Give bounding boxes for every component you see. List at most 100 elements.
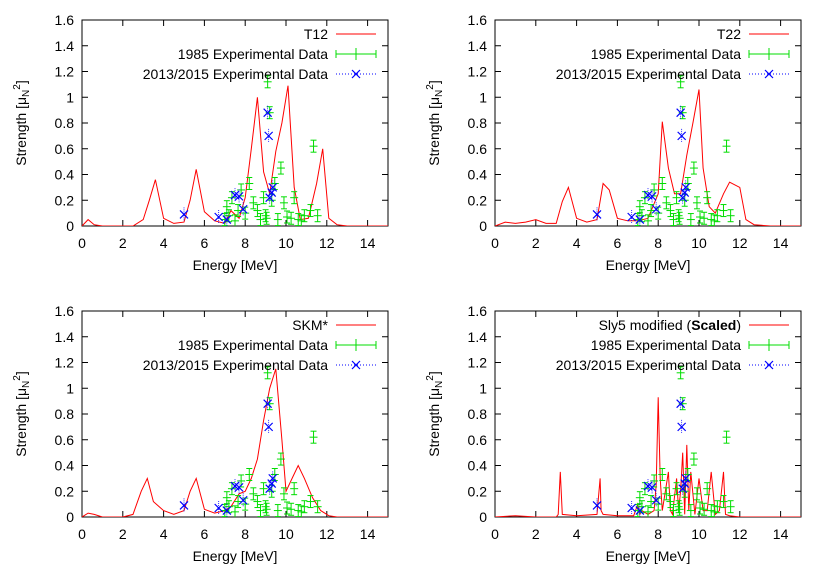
exp2013-point <box>263 396 273 411</box>
legend-label-text: 1985 Experimental Data <box>178 46 328 62</box>
y-tick-label: 0.4 <box>468 167 488 183</box>
exp2013-point <box>676 396 686 411</box>
exp1985-point <box>287 502 296 516</box>
x-tick-label: 0 <box>78 235 86 251</box>
x-tick-label: 14 <box>360 235 376 251</box>
exp1985-point <box>658 177 667 191</box>
legend-label: T12 <box>304 26 328 42</box>
legend-label-text: 1985 Experimental Data <box>591 337 741 353</box>
exp1985-point <box>313 209 322 223</box>
x-tick-label: 0 <box>491 526 499 542</box>
exp1985-point <box>262 211 271 225</box>
exp2013-point <box>627 500 637 515</box>
exp2013-point <box>234 480 244 495</box>
exp2013-point <box>647 189 657 204</box>
exp1985-point <box>300 500 309 514</box>
y-axis-label-sub: N <box>434 90 445 97</box>
exp1985-point <box>669 504 678 517</box>
y-tick-label: 1.2 <box>55 64 75 80</box>
exp1985-point <box>674 209 683 223</box>
x-axis-label: Energy [MeV] <box>193 257 278 273</box>
legend-label: SKM* <box>292 317 328 333</box>
y-axis-label-main: Strength [μ <box>426 97 442 166</box>
y-axis-label-sub: N <box>21 381 32 388</box>
exp1985-point <box>686 213 695 226</box>
legend-label: 2013/2015 Experimental Data <box>143 66 328 82</box>
exp1985-point <box>675 211 684 225</box>
y-tick-label: 1.2 <box>468 355 488 371</box>
exp1985-point <box>290 482 299 496</box>
legend-label-text: 1985 Experimental Data <box>591 46 741 62</box>
y-axis-label-sub: N <box>434 381 445 388</box>
x-axis-label: Energy [MeV] <box>193 548 278 564</box>
exp2013-point <box>635 212 645 226</box>
legend-label-text: Sly5 modified ( <box>599 317 692 333</box>
x-tick-label: 4 <box>160 235 168 251</box>
exp2013-point <box>179 498 189 513</box>
y-tick-label: 0.8 <box>468 115 488 131</box>
exp1985-point <box>666 204 675 218</box>
exp2013-point <box>263 105 273 120</box>
y-tick-label: 1 <box>479 89 487 105</box>
y-tick-label: 1 <box>479 380 487 396</box>
x-tick-label: 10 <box>278 235 294 251</box>
x-tick-label: 6 <box>201 235 209 251</box>
exp1985-point <box>234 495 243 509</box>
plot-data <box>495 366 801 517</box>
exp1985-point <box>253 204 262 218</box>
exp1985-point <box>290 191 299 205</box>
exp1985-point <box>689 161 698 175</box>
exp2013-point <box>592 498 602 513</box>
y-tick-label: 1 <box>66 380 74 396</box>
exp1985-point <box>672 482 681 496</box>
exp1985-point <box>647 204 656 218</box>
y-tick-label: 0 <box>66 218 74 234</box>
exp2013-point <box>681 180 691 195</box>
x-tick-label: 4 <box>573 526 581 542</box>
x-tick-label: 12 <box>319 526 335 542</box>
exp2013-point <box>268 180 278 195</box>
exp2013-point <box>677 128 687 143</box>
legend-label: 2013/2015 Experimental Data <box>143 357 328 373</box>
y-axis-label: Strength [μN2] <box>12 371 32 456</box>
exp1985-point <box>262 502 271 516</box>
chart-panel-3: 0 0.2 0.4 0.6 0.8 1 1.2 1.4 1.6 0 2 4 6 8 10 12 14 Energy… <box>12 303 389 564</box>
legend-label-text: 2013/2015 Experimental Data <box>143 66 328 82</box>
exp2013-point <box>676 105 686 120</box>
legend-label: T22 <box>717 26 741 42</box>
y-tick-label: 0.8 <box>468 406 488 422</box>
exp1985-point <box>700 502 709 516</box>
x-tick-label: 14 <box>773 526 789 542</box>
y-tick-label: 1.4 <box>468 329 488 345</box>
exp2013-point <box>238 493 248 508</box>
exp1985-point <box>644 505 652 517</box>
exp1985-point <box>635 200 644 214</box>
exp1985-point <box>253 495 262 509</box>
exp1985-point <box>222 200 231 214</box>
x-tick-label: 0 <box>78 526 86 542</box>
exp1985-point <box>306 495 315 509</box>
exp2013-point <box>214 500 224 515</box>
x-tick-label: 8 <box>654 235 662 251</box>
y-tick-label: 0.2 <box>55 483 75 499</box>
exp1985-point <box>689 452 698 466</box>
exp1985-point <box>669 213 678 226</box>
y-axis-label-sup: 2 <box>425 375 436 381</box>
y-tick-label: 1.6 <box>468 303 488 319</box>
legend-label-text: 2013/2015 Experimental Data <box>556 357 741 373</box>
x-tick-label: 0 <box>491 235 499 251</box>
legend-label: 2013/2015 Experimental Data <box>556 357 741 373</box>
y-tick-label: 1.6 <box>55 12 75 28</box>
y-tick-label: 0.8 <box>55 115 75 131</box>
y-tick-label: 1.4 <box>468 38 488 54</box>
y-tick-label: 1.4 <box>55 38 75 54</box>
exp2013-point <box>635 503 645 517</box>
legend-label-text: T22 <box>717 26 741 42</box>
y-axis-label: Strength [μN2] <box>12 80 32 165</box>
exp1985-point <box>726 209 735 223</box>
exp2013-point <box>651 202 661 217</box>
y-axis-label-sup: 2 <box>12 84 23 90</box>
x-tick-label: 8 <box>654 526 662 542</box>
exp1985-point <box>674 500 683 514</box>
